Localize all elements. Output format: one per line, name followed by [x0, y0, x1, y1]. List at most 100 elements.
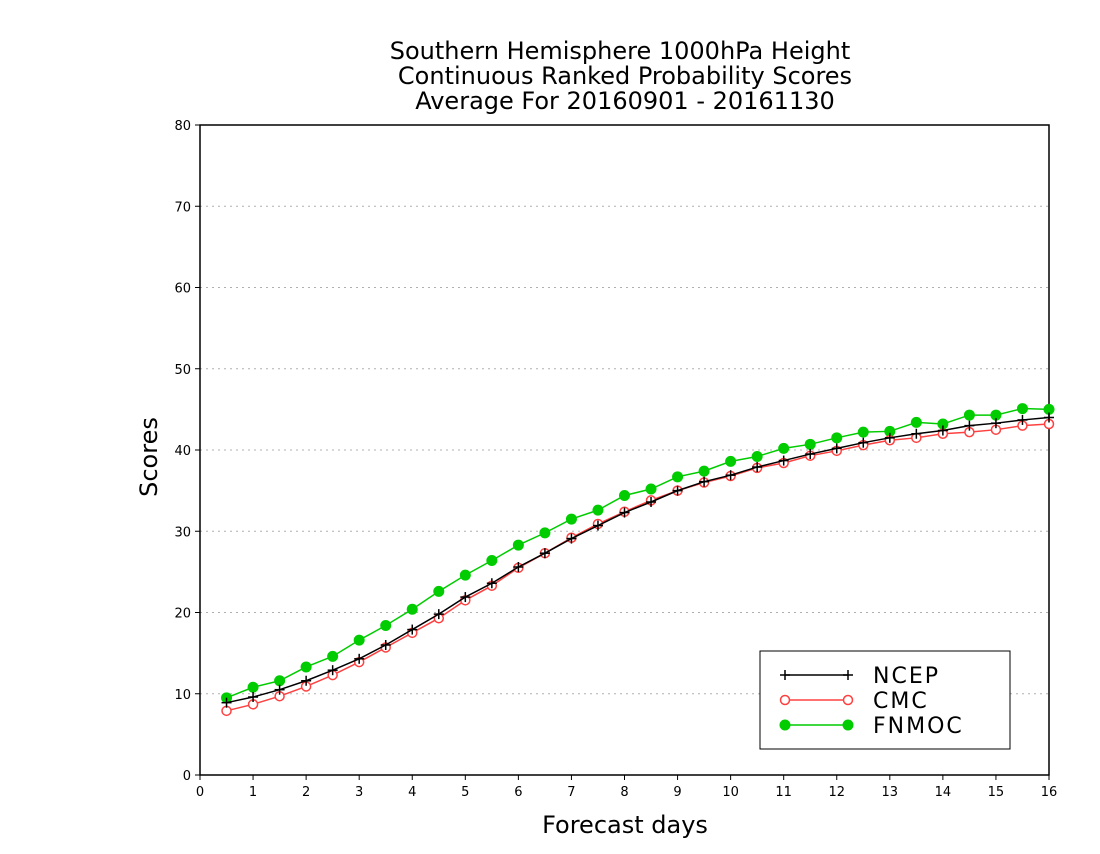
x-tick-label: 12 — [828, 785, 845, 800]
data-point-fnmoc — [778, 442, 790, 454]
data-point-ncep — [884, 432, 895, 443]
data-point-ncep — [911, 428, 922, 439]
legend-marker-fnmoc — [779, 719, 791, 731]
data-series — [221, 403, 1055, 717]
data-point-fnmoc — [539, 527, 551, 539]
data-point-ncep — [539, 548, 550, 559]
data-point-ncep — [274, 684, 285, 695]
y-tick-label: 60 — [174, 282, 191, 297]
data-point-ncep — [592, 520, 603, 531]
series-ncep — [221, 412, 1054, 708]
chart-title: Southern Hemisphere 1000hPa Height Conti… — [390, 37, 852, 115]
data-point-fnmoc — [459, 569, 471, 581]
y-tick-label: 50 — [174, 363, 191, 378]
data-point-fnmoc — [619, 490, 630, 501]
data-point-ncep — [433, 609, 444, 620]
legend-marker-fnmoc — [842, 719, 854, 731]
data-point-fnmoc — [486, 555, 498, 566]
data-point-ncep — [672, 485, 683, 496]
data-point-fnmoc — [592, 504, 604, 516]
x-tick-label: 0 — [196, 785, 204, 800]
legend-item-fnmoc: FNMOC — [779, 714, 964, 739]
legend-label-fnmoc: FNMOC — [873, 714, 964, 739]
data-point-fnmoc — [857, 426, 869, 438]
data-point-fnmoc — [300, 661, 312, 673]
legend-item-cmc: CMC — [779, 689, 929, 714]
x-tick-label: 16 — [1041, 785, 1058, 800]
series-fnmoc — [221, 403, 1055, 704]
data-point-ncep — [619, 507, 630, 518]
data-point-ncep — [1017, 414, 1028, 425]
data-point-ncep — [460, 592, 471, 603]
data-point-ncep — [566, 533, 577, 544]
data-point-ncep — [221, 697, 232, 708]
x-tick-label: 7 — [567, 785, 575, 800]
data-point-fnmoc — [327, 650, 339, 662]
data-point-fnmoc — [910, 416, 922, 428]
x-tick-label: 6 — [514, 785, 522, 800]
x-tick-label: 10 — [722, 785, 739, 800]
legend-marker-ncep — [780, 670, 790, 680]
data-point-ncep — [248, 692, 259, 702]
grid-lines — [200, 205, 1049, 695]
data-point-ncep — [301, 675, 312, 686]
x-tick-label: 1 — [249, 785, 257, 800]
x-tick-label: 11 — [775, 785, 792, 800]
x-tick-label: 14 — [935, 785, 952, 800]
data-point-ncep — [858, 437, 869, 448]
data-point-fnmoc — [353, 634, 365, 646]
legend-item-ncep: NCEP — [780, 664, 940, 689]
data-point-fnmoc — [804, 438, 816, 450]
data-point-fnmoc — [698, 465, 710, 477]
data-point-ncep — [964, 420, 975, 431]
y-tick-label: 40 — [174, 444, 191, 459]
data-point-ncep — [354, 653, 365, 664]
data-point-fnmoc — [274, 675, 286, 687]
x-tick-label: 8 — [620, 785, 628, 800]
data-point-ncep — [937, 425, 948, 436]
data-point-ncep — [646, 497, 657, 507]
y-tick-label: 70 — [174, 200, 191, 215]
legend-marker-cmc — [779, 694, 791, 706]
y-tick-label: 10 — [174, 688, 191, 703]
data-point-fnmoc — [565, 513, 577, 525]
chart-title-line-1: Southern Hemisphere 1000hPa Height — [390, 37, 850, 65]
data-point-ncep — [327, 665, 338, 676]
data-point-fnmoc — [672, 471, 684, 483]
y-tick-label: 0 — [183, 769, 191, 784]
data-point-fnmoc — [963, 409, 975, 421]
x-tick-label: 15 — [988, 785, 1005, 800]
y-tick-label: 20 — [174, 607, 191, 622]
x-tick-label: 4 — [408, 785, 416, 800]
data-point-fnmoc — [433, 585, 445, 597]
y-axis-title: Scores — [135, 417, 163, 497]
data-point-fnmoc — [1016, 403, 1028, 415]
y-tick-label: 30 — [174, 525, 191, 540]
data-point-ncep — [1044, 412, 1054, 423]
chart-title-line-2: Continuous Ranked Probability Scores — [398, 62, 852, 90]
data-point-fnmoc — [512, 539, 524, 551]
y-tick-label: 80 — [174, 119, 191, 134]
x-tick-label: 9 — [673, 785, 681, 800]
data-point-ncep — [805, 449, 816, 460]
data-point-ncep — [486, 578, 497, 589]
x-axis-title: Forecast days — [542, 811, 708, 839]
x-tick-label: 5 — [461, 785, 469, 800]
legend-label-ncep: NCEP — [873, 664, 940, 689]
data-point-fnmoc — [406, 603, 418, 615]
legend-label-cmc: CMC — [873, 689, 929, 714]
data-point-ncep — [831, 443, 842, 454]
data-point-fnmoc — [751, 451, 763, 462]
legend-marker-ncep — [843, 670, 853, 680]
data-point-ncep — [699, 476, 710, 487]
data-point-ncep — [407, 624, 418, 635]
data-point-fnmoc — [247, 681, 259, 693]
data-point-ncep — [513, 562, 524, 572]
data-point-ncep — [752, 462, 763, 473]
data-point-ncep — [990, 418, 1001, 429]
data-point-fnmoc — [725, 455, 737, 467]
chart-title-line-3: Average For 20160901 - 20161130 — [415, 87, 835, 115]
